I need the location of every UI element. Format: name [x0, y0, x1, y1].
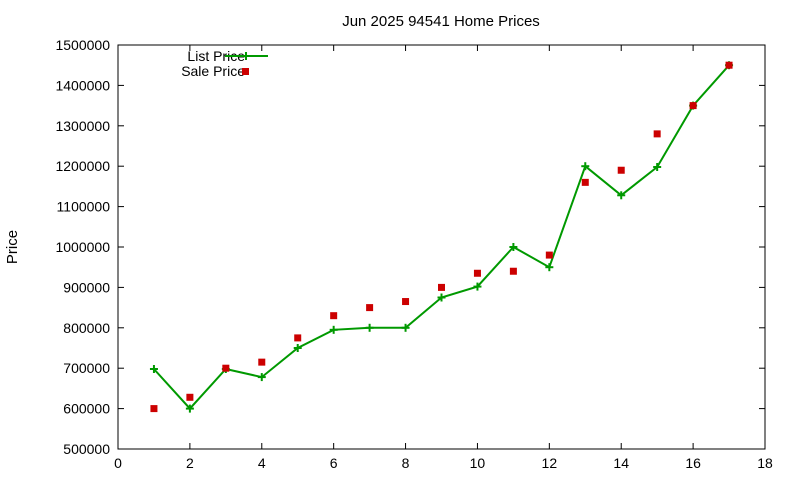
legend-marker-sale-price: [242, 68, 249, 75]
sale-price-point: [294, 334, 302, 342]
sale-price-point: [330, 312, 338, 320]
x-tick-label: 0: [114, 455, 122, 471]
list-price-point: [509, 243, 518, 251]
sale-price-point: [581, 178, 589, 186]
list-price-point: [581, 162, 590, 171]
sale-price-point: [438, 283, 445, 291]
list-price-point: [149, 365, 158, 374]
list-price-point: [473, 282, 482, 291]
y-tick-label: 1400000: [55, 77, 110, 93]
list-price-point: [185, 404, 194, 413]
axis-ticks: 0 2 4 6 8 10 12 14 16 18 500000 600000 700000 800000 9…: [55, 37, 773, 471]
list-price-point: [617, 191, 626, 200]
x-tick-label: 6: [330, 455, 338, 471]
list-price-point: [329, 325, 338, 334]
x-tick-label: 10: [470, 455, 486, 471]
x-tick-label: 4: [258, 455, 266, 471]
series-layer: [149, 61, 734, 413]
x-tick-label: 8: [402, 455, 410, 471]
sale-price-point: [186, 393, 194, 401]
list-price-point: [401, 323, 410, 332]
x-tick-label: 18: [757, 455, 773, 471]
sale-price-point: [150, 405, 158, 413]
sale-price-point: [689, 102, 697, 110]
sale-price-point: [366, 304, 374, 312]
list-price-point: [257, 373, 266, 382]
sale-price-point: [509, 267, 517, 275]
x-tick-label: 12: [542, 455, 558, 471]
y-tick-label: 1100000: [57, 199, 111, 215]
sale-price-point: [473, 269, 481, 277]
legend-label-sale-price: Sale Price: [181, 63, 245, 79]
y-tick-label: 1500000: [55, 37, 110, 53]
list-price-point: [437, 293, 446, 302]
sale-price-point: [653, 130, 661, 138]
y-axis-label: Price: [4, 230, 21, 264]
plot-frame: [117, 44, 766, 450]
y-tick-label: 1300000: [55, 118, 110, 134]
list-price-point: [653, 163, 662, 172]
sale-price-point: [258, 358, 266, 366]
y-tick-label: 700000: [63, 360, 110, 376]
y-tick-label: 800000: [63, 320, 110, 336]
x-tick-label: 2: [186, 455, 194, 471]
sale-price-point: [402, 298, 410, 306]
y-tick-label: 1200000: [55, 158, 110, 174]
list-price-point: [365, 323, 374, 332]
y-tick-label: 500000: [63, 441, 110, 457]
list-price-line: [153, 64, 730, 411]
sale-price-point: [222, 364, 230, 372]
list-price-point: [293, 344, 302, 352]
sale-price-point: [545, 251, 553, 259]
y-tick-label: 900000: [63, 279, 110, 295]
legend-label-list-price: List Price: [187, 48, 245, 64]
y-tick-label: 1000000: [55, 239, 110, 255]
x-tick-label: 14: [613, 455, 629, 471]
x-tick-label: 16: [685, 455, 701, 471]
y-tick-label: 600000: [63, 401, 110, 417]
list-price-point: [545, 263, 554, 272]
sale-price-point: [725, 61, 733, 69]
sale-price-point: [617, 166, 625, 174]
chart-title: Jun 2025 94541 Home Prices: [342, 13, 540, 30]
